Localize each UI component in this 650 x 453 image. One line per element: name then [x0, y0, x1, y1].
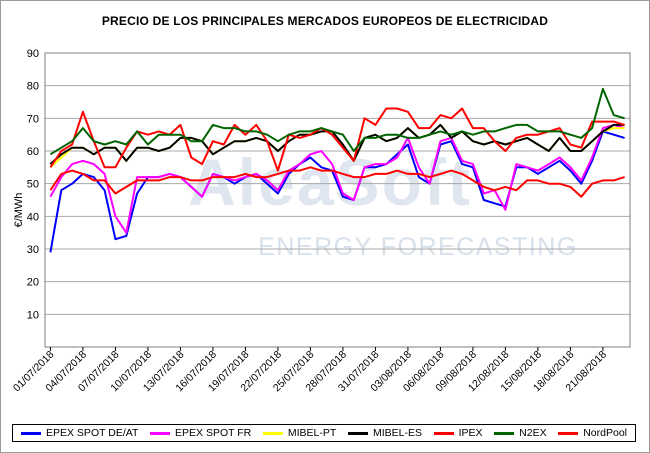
y-tick-label: 50: [27, 179, 39, 191]
watermark-brand: AleaSoft: [188, 145, 472, 219]
legend-item-epex-spot-de-at: EPEX SPOT DE/AT: [21, 427, 138, 439]
y-tick-label: 80: [27, 81, 39, 93]
watermark-tagline: ENERGY FORECASTING: [258, 233, 578, 261]
legend-item-mibel-es: MIBEL-ES: [347, 427, 422, 439]
plot-area-border: [44, 52, 631, 348]
x-axis: 01/07/201804/07/201807/07/201810/07/2018…: [11, 347, 609, 394]
legend-item-nordpool: NordPool: [558, 427, 627, 439]
legend-swatch: [150, 431, 171, 435]
y-tick-label: 10: [27, 309, 39, 321]
legend-swatch: [262, 431, 283, 435]
legend-swatch: [21, 431, 41, 435]
legend-swatch: [433, 431, 454, 435]
chart-title: PRECIO DE LOS PRINCIPALES MERCADOS EUROP…: [101, 14, 549, 28]
series-line-nordpool: [49, 166, 625, 198]
legend-label: MIBEL-ES: [372, 427, 422, 439]
legend-label: IPEX: [458, 427, 483, 439]
y-tick-label: 40: [27, 211, 39, 223]
y-axis: 10 20 30 40 50 60 70 80 90: [27, 48, 39, 321]
watermark: AleaSoft ENERGY FORECASTING: [188, 145, 578, 261]
legend-label: EPEX SPOT FR: [175, 427, 252, 439]
legend-label: N2EX: [519, 427, 547, 439]
y-axis-label: €/MWh: [13, 193, 25, 228]
y-tick-label: 60: [27, 146, 39, 158]
legend-swatch: [347, 431, 368, 435]
y-tick-label: 30: [27, 244, 39, 256]
legend-swatch: [558, 431, 579, 435]
legend-label: NordPool: [583, 427, 627, 439]
legend-swatch: [494, 431, 515, 435]
series-line-mibel-es: [49, 123, 625, 165]
series-lines: [49, 87, 625, 253]
series-line-ipex: [49, 107, 625, 172]
legend: EPEX SPOT DE/AT EPEX SPOT FR MIBEL-PT MIBEL…: [12, 424, 636, 442]
legend-label: MIBEL-PT: [287, 427, 337, 439]
legend-label: EPEX SPOT DE/AT: [46, 427, 139, 439]
series-line-epex-spot-fr: [49, 123, 625, 234]
legend-item-mibel-pt: MIBEL-PT: [262, 427, 337, 439]
legend-item-epex-spot-fr: EPEX SPOT FR: [150, 427, 251, 439]
series-line-n2ex: [49, 87, 625, 156]
y-tick-label: 70: [27, 113, 39, 125]
legend-item-ipex: IPEX: [433, 427, 483, 439]
legend-item-n2ex: N2EX: [494, 427, 547, 439]
y-tick-label: 20: [27, 277, 39, 289]
y-tick-label: 90: [27, 48, 39, 60]
